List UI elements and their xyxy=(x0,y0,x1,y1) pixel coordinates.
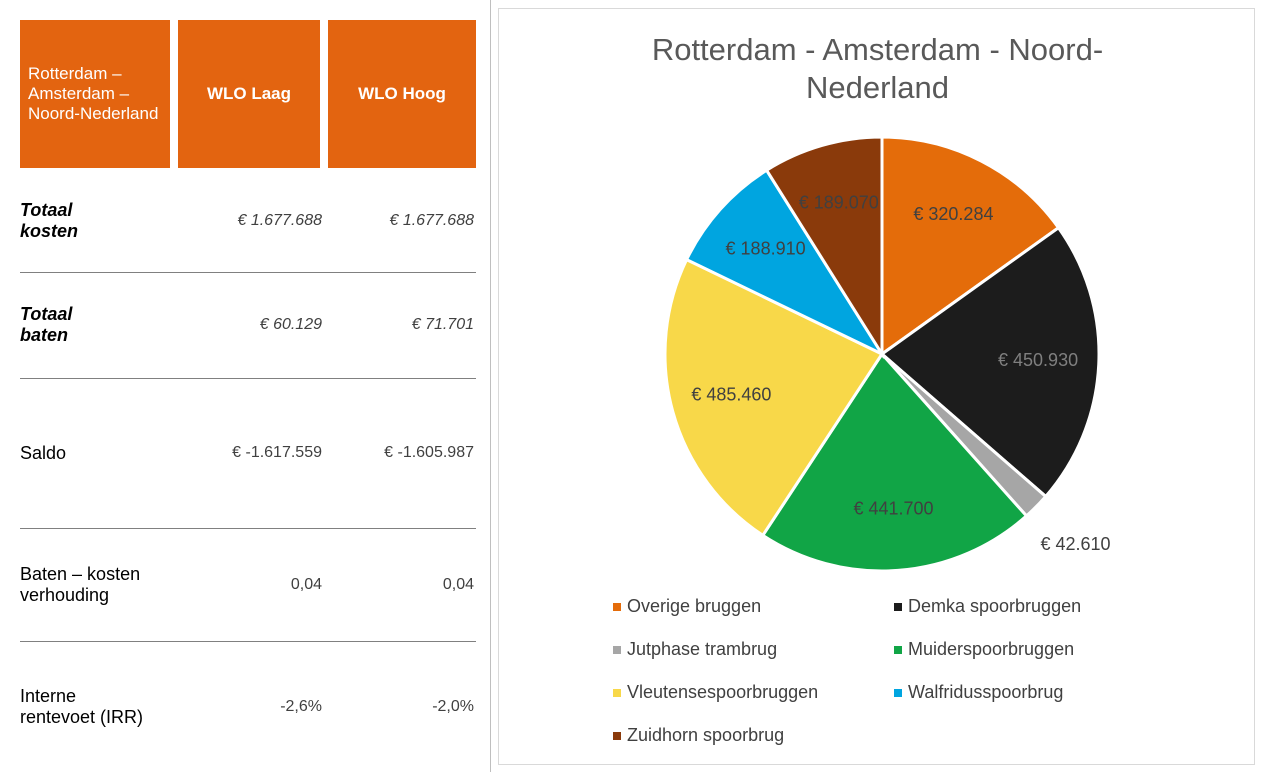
divider xyxy=(490,0,491,772)
legend-label: Muiderspoorbruggen xyxy=(908,639,1074,659)
cell-value: € 1.677.688 xyxy=(237,212,322,229)
cell-value: € 60.129 xyxy=(259,316,322,333)
legend-label: Jutphase trambrug xyxy=(627,639,777,659)
data-label: € 42.610 xyxy=(1040,534,1110,554)
cell-value: -2,0% xyxy=(432,697,474,715)
data-label: € 188.910 xyxy=(726,239,806,259)
row-label: Totaal kosten xyxy=(20,200,79,241)
data-label: € 320.284 xyxy=(913,204,993,224)
row-rule xyxy=(20,641,476,642)
legend-label: Walfridusspoorbrug xyxy=(908,682,1063,702)
legend-swatch xyxy=(613,603,621,611)
data-label: € 441.700 xyxy=(853,499,933,519)
header-cell: Rotterdam – Amsterdam – Noord-Nederland xyxy=(20,20,170,168)
row-label: Interne rentevoet (IRR) xyxy=(20,685,144,727)
pie-slice xyxy=(764,135,884,360)
header-cell: WLO Laag xyxy=(178,20,320,168)
cell-value: 0,04 xyxy=(442,575,474,593)
legend-label: Zuidhorn spoorbrug xyxy=(627,725,784,745)
legend-label: Overige bruggen xyxy=(627,596,761,616)
chart-title: Rotterdam - Amsterdam - Noord-Nederland xyxy=(651,32,1104,105)
cell-value: € -1.617.559 xyxy=(232,444,322,461)
legend-swatch xyxy=(894,689,902,697)
cell-value: 0,04 xyxy=(290,575,322,593)
cell-value: -2,6% xyxy=(280,697,322,715)
row-label: Baten – kosten verhouding xyxy=(20,563,141,605)
cell-value: € 1.677.688 xyxy=(389,212,474,229)
legend-swatch xyxy=(613,646,621,654)
row-label: Totaal baten xyxy=(20,304,73,345)
row-rule xyxy=(20,378,476,379)
legend-swatch xyxy=(894,646,902,654)
chart: Rotterdam - Amsterdam - Noord-Nederland … xyxy=(498,8,1255,765)
row-rule xyxy=(20,528,476,529)
legend-swatch xyxy=(894,603,902,611)
legend-label: Vleutensespoorbruggen xyxy=(627,682,818,702)
chart-title-wrap: Rotterdam - Amsterdam - Noord-Nederland xyxy=(499,31,1256,107)
legend-swatch xyxy=(613,689,621,697)
pie-slice xyxy=(879,225,1101,499)
data-label: € 485.460 xyxy=(691,384,771,404)
data-label: € 450.930 xyxy=(998,350,1078,370)
cell-value: € 71.701 xyxy=(411,316,474,333)
pie-svg: € 320.284 € 450.930 € 42.610 € 441.700 € 485… xyxy=(613,135,1111,745)
data-label: € 189.070 xyxy=(799,193,879,213)
pie-slice xyxy=(684,168,887,358)
pie-slice xyxy=(760,351,1029,573)
legend-swatch xyxy=(613,732,621,740)
cell-value: € -1.605.987 xyxy=(384,444,474,461)
legend-label: Demka spoorbruggen xyxy=(908,596,1081,616)
pie-slice xyxy=(880,135,1061,357)
row-label: Saldo xyxy=(20,442,67,463)
header-cell: WLO Hoog xyxy=(328,20,476,168)
row-rule xyxy=(20,272,476,273)
